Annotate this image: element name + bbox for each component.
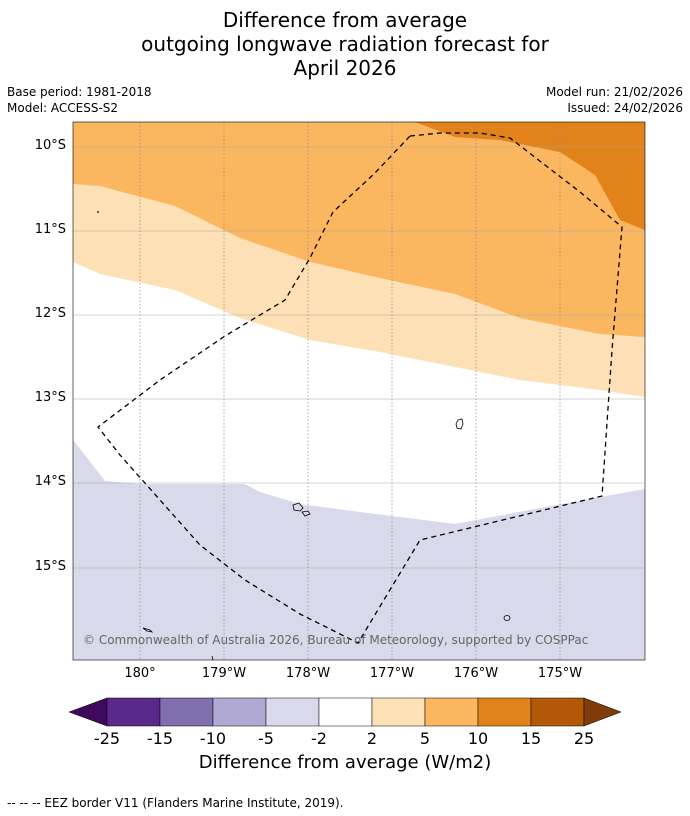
lat-label-14s: 14°S <box>34 474 66 489</box>
model-run: Model run: 21/02/2026 <box>545 85 683 99</box>
model-name: Model: ACCESS-S2 <box>7 101 119 115</box>
title-line-3: April 2026 <box>293 56 397 80</box>
colorbar-extend-high <box>583 697 622 727</box>
colorbar-bin-8 <box>477 697 532 727</box>
region-pos-5-10 <box>73 122 645 337</box>
colorbar-bin-3 <box>212 697 267 727</box>
title-line-2: outgoing longwave radiation forecast for <box>141 32 549 56</box>
map-frame <box>72 121 646 661</box>
lon-label-176w: 176°W <box>453 666 499 681</box>
island-central <box>292 502 311 517</box>
colorbar <box>68 697 622 727</box>
lat-label-11s: 11°S <box>34 222 66 237</box>
island-south <box>503 615 511 621</box>
colorbar-tick: 5 <box>419 729 431 748</box>
meta-left: Base period: 1981-2018 Model: ACCESS-S2 <box>7 84 152 116</box>
region-neg-2-5 <box>73 440 645 660</box>
colorbar-bin-6 <box>371 697 426 727</box>
meta-right: Model run: 21/02/2026 Issued: 24/02/2026 <box>546 84 683 116</box>
colorbar-extend-low <box>68 697 108 727</box>
colorbar-tick: 2 <box>366 729 378 748</box>
lon-label-175w: 175°W <box>537 666 583 681</box>
colorbar-bin-7 <box>424 697 479 727</box>
colorbar-bin-4 <box>265 697 320 727</box>
base-period: Base period: 1981-2018 <box>7 85 152 99</box>
lon-label-179w: 179°W <box>201 666 247 681</box>
colorbar-tick: -25 <box>93 729 121 748</box>
colorbar-bin-2 <box>159 697 214 727</box>
lon-label-180: 180° <box>124 666 156 681</box>
issued-date: Issued: 24/02/2026 <box>567 101 683 115</box>
lat-label-10s: 10°S <box>34 138 66 153</box>
region-pos-10-15 <box>415 122 645 230</box>
copyright-notice: © Commonwealth of Australia 2026, Bureau… <box>83 633 589 647</box>
island-east <box>455 418 464 430</box>
colorbar-tick: -5 <box>258 729 274 748</box>
colorbar-bin-1 <box>106 697 161 727</box>
title-line-1: Difference from average <box>222 8 468 32</box>
longitude-gridlines <box>139 122 561 660</box>
colorbar-tick: -15 <box>146 729 174 748</box>
lat-label-12s: 12°S <box>34 306 66 321</box>
lat-label-13s: 13°S <box>34 390 66 405</box>
chart-title: Difference from average outgoing longwav… <box>0 8 690 80</box>
colorbar-tick: 15 <box>520 729 542 748</box>
colorbar-tick: 25 <box>573 729 595 748</box>
eez-legend: -- -- -- EEZ border V11 (Flanders Marine… <box>7 796 344 810</box>
island-mark <box>211 655 214 660</box>
lat-label-15s: 15°S <box>34 559 66 574</box>
island-southwest <box>142 627 154 633</box>
island-dot <box>97 211 99 213</box>
colorbar-bin-5 <box>318 697 373 727</box>
eez-border <box>97 132 623 644</box>
colorbar-tick: -2 <box>311 729 327 748</box>
lon-label-178w: 178°W <box>285 666 331 681</box>
colorbar-tick: -10 <box>199 729 227 748</box>
colorbar-tick: 10 <box>467 729 489 748</box>
colorbar-bin-9 <box>530 697 585 727</box>
map-area <box>73 122 645 660</box>
colorbar-title: Difference from average (W/m2) <box>198 752 492 773</box>
lon-label-177w: 177°W <box>369 666 415 681</box>
latitude-gridlines <box>73 146 645 569</box>
